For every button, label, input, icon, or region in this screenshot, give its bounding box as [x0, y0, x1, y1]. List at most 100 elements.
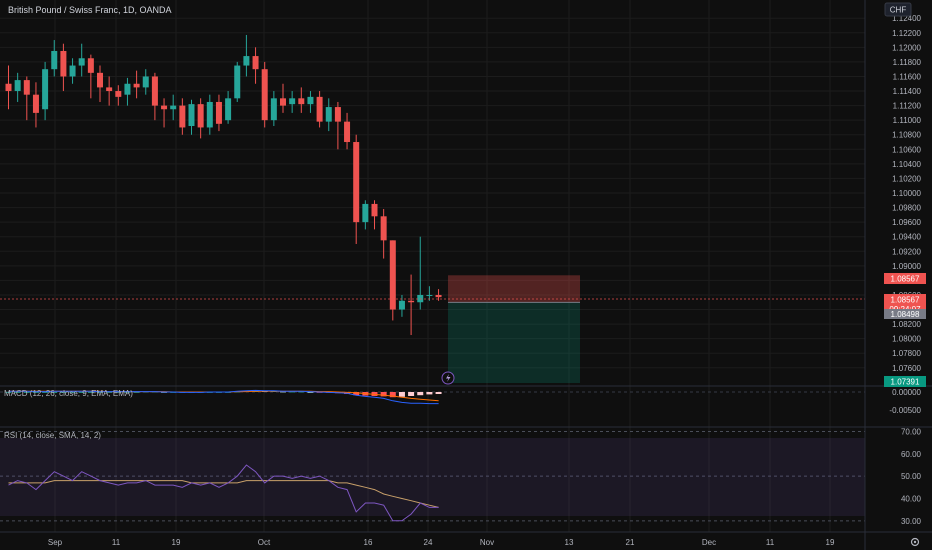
macd-pane [5, 389, 442, 405]
price-tick-label: 1.08000 [892, 335, 921, 344]
grid [0, 0, 865, 532]
candle [78, 43, 85, 77]
rsi-tick-label: 40.00 [901, 494, 922, 503]
candle [32, 82, 39, 128]
candle-body [353, 142, 360, 223]
price-tick-label: 1.09600 [892, 218, 921, 227]
candle [234, 61, 241, 102]
date-tick-label: 19 [172, 538, 181, 547]
rsi-sma-line [8, 480, 439, 508]
price-label-bid: 1.08567 [884, 273, 926, 284]
macd-histogram-bar [32, 392, 39, 393]
macd-histogram-bar [97, 392, 103, 393]
candle-body [161, 105, 168, 110]
candle-body [197, 104, 204, 128]
price-tick-label: 1.11200 [893, 102, 922, 111]
candle [243, 34, 250, 77]
candle [5, 65, 12, 110]
currency-button[interactable] [884, 2, 912, 17]
price-tick-label: 1.11600 [893, 72, 922, 81]
candle [42, 61, 49, 121]
macd-histogram-bar [408, 392, 415, 396]
candle [325, 98, 332, 132]
candle-body [362, 203, 369, 223]
macd-histogram-bar [435, 392, 442, 394]
svg-text:1.07391: 1.07391 [891, 378, 920, 387]
candle-body [87, 58, 94, 73]
candle-body [170, 105, 177, 110]
macd-histogram-bar [124, 392, 131, 393]
candle [307, 91, 314, 113]
candle-body [142, 76, 149, 88]
candle-body [133, 83, 140, 88]
symbol-title[interactable]: British Pound / Swiss Franc, 1D, OANDA [8, 5, 172, 15]
macd-legend[interactable]: MACD (12, 26, close, 9, EMA, EMA) [4, 389, 133, 398]
candle [179, 98, 186, 135]
candle-body [97, 72, 103, 88]
macd-histogram-bar [280, 391, 286, 393]
date-tick-label: Dec [702, 538, 716, 547]
rsi-band [0, 438, 865, 516]
candle [51, 40, 58, 77]
candle [23, 76, 30, 121]
price-tick-label: 1.10600 [892, 145, 921, 154]
candle [206, 94, 213, 135]
date-tick-label: 19 [826, 538, 835, 547]
currency-label: CHF [890, 6, 907, 15]
candle [161, 98, 168, 128]
candle-body [344, 121, 351, 143]
macd-histogram-bar [106, 392, 113, 393]
candle-body [261, 69, 268, 121]
candle [435, 289, 442, 301]
candle-body [298, 98, 305, 105]
candle-body [270, 98, 277, 121]
time-axis[interactable]: Sep 11 19 Oct 16 24 Nov 13 21 Dec 11 19 [48, 538, 835, 547]
macd-histogram-bar [115, 392, 122, 393]
date-tick-label: 11 [112, 538, 121, 547]
macd-histogram-bar [298, 391, 305, 393]
candle [371, 200, 378, 230]
candle-body [371, 203, 378, 217]
date-tick-label: 16 [364, 538, 373, 547]
candle-body [206, 101, 213, 128]
macd-histogram-bar [69, 392, 76, 393]
macd-histogram-bar [398, 392, 405, 397]
candle [289, 91, 296, 113]
candle [252, 47, 259, 84]
macd-histogram-bar [87, 392, 94, 393]
candle-body [325, 107, 332, 122]
macd-line [8, 389, 439, 405]
candle-body [225, 98, 232, 121]
price-label-entry: 1.08498 [884, 309, 926, 319]
candle [151, 72, 158, 121]
candle-body [106, 87, 113, 92]
rsi-tick-label: 30.00 [901, 517, 922, 526]
candle [142, 69, 149, 95]
candle-body [316, 96, 323, 122]
candle [215, 94, 222, 132]
candle-body [389, 240, 396, 310]
settings-gear-icon[interactable] [910, 537, 920, 547]
candles [5, 34, 442, 336]
macd-histogram-bar [289, 391, 296, 393]
short-position-tool[interactable] [448, 275, 580, 384]
macd-histogram-bar [417, 392, 424, 396]
candle [124, 77, 131, 106]
candle [106, 76, 113, 106]
candle-body [188, 104, 195, 126]
candle [380, 209, 387, 259]
candle-body [307, 96, 314, 105]
candle [87, 54, 94, 99]
candle [280, 83, 286, 113]
candle-body [23, 80, 30, 95]
rsi-line [8, 464, 439, 522]
lightning-icon[interactable] [441, 371, 455, 385]
candle-body [334, 107, 341, 122]
candle [316, 91, 323, 128]
rsi-tick-label: 60.00 [901, 450, 922, 459]
date-tick-label: 13 [565, 538, 574, 547]
rsi-legend[interactable]: RSI (14, close, SMA, 14, 2) [4, 431, 101, 440]
price-tick-label: 1.11800 [893, 58, 922, 67]
price-tick-label: 1.11000 [893, 116, 922, 125]
